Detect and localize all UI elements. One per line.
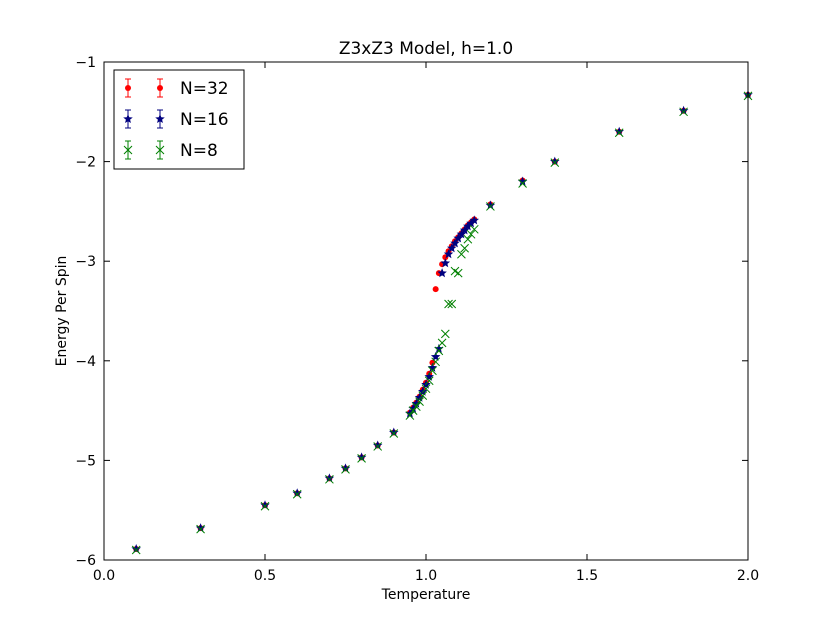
data-point-n-16 [550, 156, 560, 166]
data-point-n-8 [550, 158, 560, 167]
data-point-n-8 [405, 411, 415, 420]
data-point-n-8 [463, 234, 473, 244]
data-point-n-16 [340, 463, 351, 473]
data-point-n-16 [411, 398, 422, 408]
data-point-n-8 [421, 384, 431, 394]
data-point-n-8 [418, 391, 428, 401]
data-point-n-8 [292, 489, 302, 499]
data-point-n-16 [414, 392, 425, 402]
legend-label-n-16: N=16 [180, 110, 229, 130]
data-point-n-8 [408, 406, 418, 415]
data-point-n-16 [456, 229, 467, 239]
data-point-n-8 [457, 249, 466, 259]
x-tick-label: 1.5 [576, 568, 598, 584]
data-point-n-8 [486, 202, 495, 211]
data-point-n-16 [469, 215, 480, 225]
data-point-n-16 [463, 221, 473, 231]
data-point-n-16 [614, 126, 624, 136]
data-point-n-16 [292, 488, 302, 498]
plot-marks [131, 89, 753, 555]
data-point-n-16 [260, 500, 270, 510]
data-point-n-8 [415, 397, 424, 406]
data-point-n-8 [196, 524, 205, 534]
data-point-n-8 [437, 338, 447, 348]
x-tick-label: 0.0 [93, 568, 115, 584]
data-point-n-16 [405, 408, 415, 418]
data-point-n-8 [131, 545, 141, 555]
y-tick-label: −2 [75, 155, 96, 171]
data-point-n-16 [427, 362, 438, 372]
data-point-n-8 [679, 107, 688, 117]
data-point-n-16 [437, 268, 447, 278]
data-point-n-16 [459, 225, 470, 235]
legend-marker-n-16 [123, 114, 133, 124]
legend-marker-n-8 [123, 145, 133, 155]
data-point-n-8 [453, 268, 463, 278]
data-point-n-16 [131, 544, 141, 554]
legend-marker-n-8 [155, 145, 165, 155]
legend-label-n-8: N=8 [180, 141, 218, 161]
legend-box [113, 69, 245, 170]
y-tick-label: −6 [75, 553, 96, 569]
data-point-n-8 [424, 376, 434, 386]
y-tick-label: −5 [75, 453, 96, 469]
data-point-n-8 [341, 465, 350, 474]
data-point-n-8 [444, 299, 453, 309]
data-point-n-16 [389, 427, 399, 437]
legend-label-n-32: N=32 [180, 79, 229, 99]
data-point-n-16 [418, 386, 428, 396]
data-point-n-8 [389, 429, 399, 438]
data-point-n-8 [260, 501, 270, 511]
legend: N=32 N=16 N=8 [113, 69, 245, 170]
x-tick-label: 2.0 [737, 568, 759, 584]
data-point-n-8 [466, 229, 476, 239]
data-point-n-16 [678, 105, 689, 115]
data-point-n-16 [517, 176, 528, 186]
y-tick-label: −4 [75, 354, 96, 370]
data-point-n-16 [356, 452, 367, 462]
data-point-n-8 [373, 442, 383, 451]
data-point-n-16 [408, 403, 418, 413]
data-point-n-8 [518, 179, 527, 188]
y-axis-label: Energy Per Spin [54, 256, 70, 367]
data-point-n-8 [428, 366, 437, 376]
data-point-n-8 [460, 243, 469, 253]
legend-marker-n-32 [157, 85, 163, 91]
data-point-n-8 [469, 224, 479, 234]
y-tick-label: −1 [75, 55, 96, 71]
axes: 0.0 0.5 1.0 1.5 2.0 −6 −5 −4 −3 −2 −1 [75, 55, 759, 584]
legend-marker-n-32 [125, 85, 131, 91]
data-point-n-16 [485, 200, 496, 210]
data-point-n-8 [357, 454, 366, 463]
data-point-n-8 [434, 346, 444, 356]
x-tick-label: 0.5 [254, 568, 276, 584]
data-point-n-32 [432, 286, 439, 293]
data-point-n-8 [431, 357, 441, 367]
legend-marker-n-16 [155, 114, 165, 124]
x-tick-label: 1.0 [415, 568, 437, 584]
data-point-n-16 [430, 351, 441, 361]
data-point-n-16 [434, 343, 444, 353]
data-point-n-8 [614, 128, 624, 138]
x-axis-label: Temperature [381, 587, 471, 603]
data-point-n-16 [447, 243, 457, 253]
data-point-n-16 [195, 523, 206, 533]
data-point-n-8 [447, 299, 457, 309]
data-point-n-8 [325, 474, 334, 484]
data-point-n-16 [372, 440, 383, 450]
chart-title: Z3xZ3 Model, h=1.0 [339, 39, 513, 59]
data-point-n-16 [443, 249, 454, 259]
data-point-n-16 [453, 233, 463, 243]
data-point-n-16 [466, 218, 476, 228]
y-tick-label: −3 [75, 254, 96, 270]
data-point-n-16 [440, 258, 451, 268]
data-point-n-16 [450, 238, 460, 248]
data-point-n-8 [411, 402, 421, 411]
data-point-n-16 [324, 473, 335, 483]
data-point-n-16 [424, 371, 434, 381]
data-point-n-8 [440, 329, 450, 339]
